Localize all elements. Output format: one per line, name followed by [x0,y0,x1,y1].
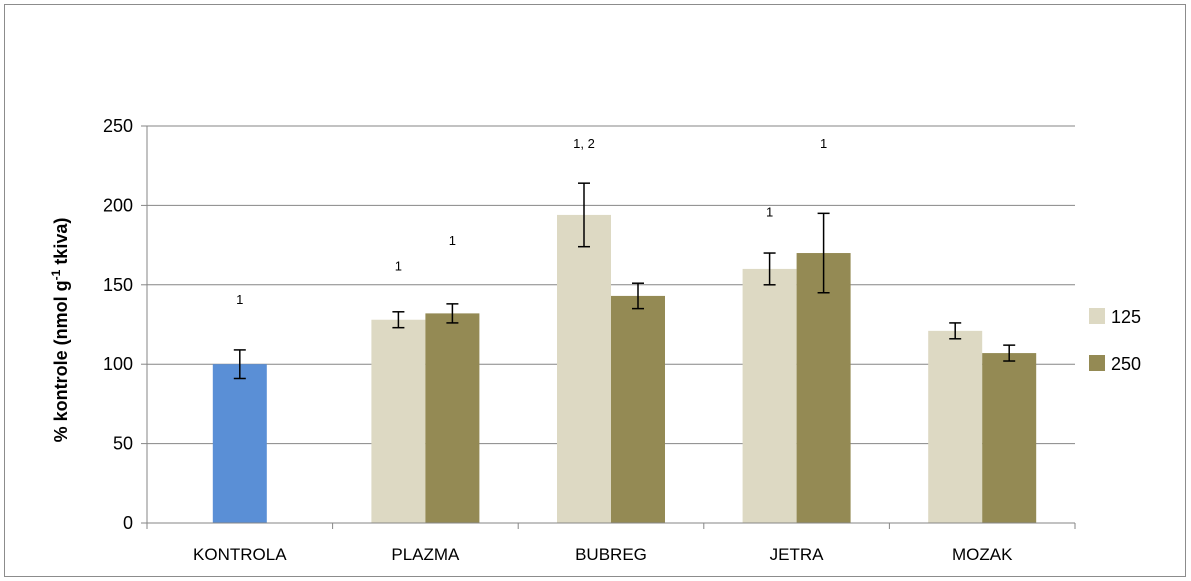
y-axis-title: % kontrole (nmol g-1 tkiva) [49,218,71,443]
y-axis-title-sup: -1 [49,269,63,280]
y-tick-label: 250 [103,116,133,136]
legend: 125 250 [1089,307,1141,374]
x-category-label: MOZAK [952,545,1013,564]
legend-label: 250 [1111,354,1141,374]
y-tick-label: 200 [103,195,133,215]
x-category-label: BUBREG [575,545,647,564]
x-category-label: PLAZMA [391,545,460,564]
bar-annotation: 1 [449,233,456,248]
y-tick-label: 150 [103,275,133,295]
bar [371,319,426,523]
bar-annotations: 1 1 1, 2 1 1 1 [236,136,827,307]
bar [557,214,611,524]
bar-annotation: 1 [820,136,827,151]
y-tick-label: 100 [103,354,133,374]
y-tick-labels: 0 50 100 150 200 250 [103,116,133,533]
error-bars [233,182,1016,380]
bars [212,214,1037,524]
bar [928,330,983,523]
x-category-label: KONTROLA [193,545,287,564]
legend-label: 125 [1111,307,1141,327]
y-tick-label: 50 [113,434,133,454]
legend-swatch [1089,308,1105,324]
y-axis-title-tail: tkiva) [51,218,71,270]
bar-annotation: 1 [766,205,773,220]
bar-annotation: 1 [395,259,402,274]
bar-annotation: 1, 2 [573,136,595,151]
y-tick-label: 0 [123,513,133,533]
x-category-labels: KONTROLA PLAZMA BUBREG JETRA MOZAK [193,545,1013,564]
bar [212,364,267,523]
legend-swatch [1089,355,1105,371]
axes [141,125,1076,529]
bar [425,313,480,523]
bar [982,353,1037,523]
bar [742,268,797,523]
bar-annotation: 1 [236,292,243,307]
bar [611,295,665,523]
x-category-label: JETRA [770,545,825,564]
y-axis-title-main: % kontrole (nmol g [51,280,71,442]
bar [796,253,851,524]
